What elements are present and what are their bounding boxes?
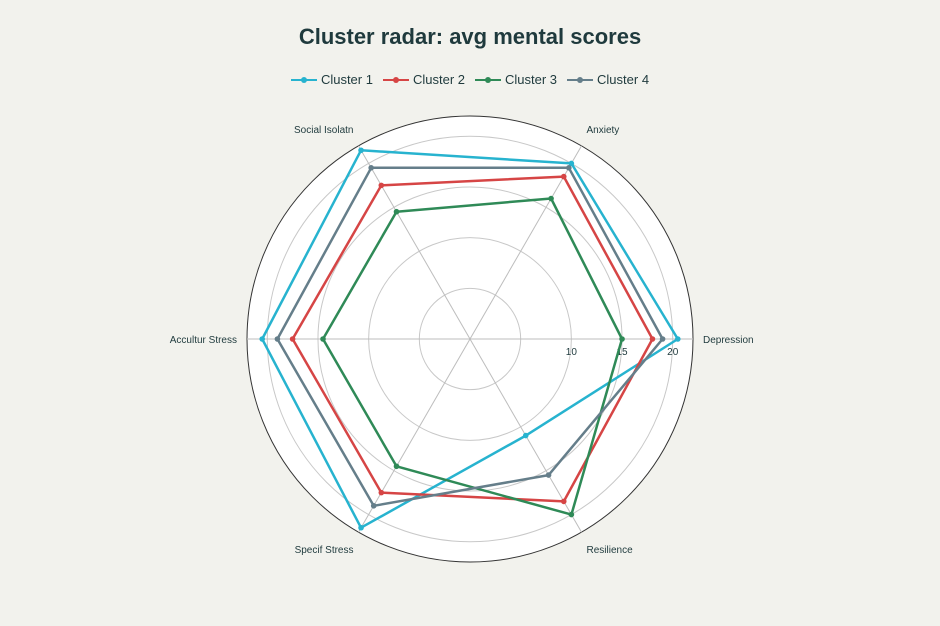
series-point-cluster-2 bbox=[560, 173, 567, 180]
series-point-cluster-1 bbox=[522, 432, 529, 439]
series-point-cluster-2 bbox=[289, 336, 296, 342]
series-point-cluster-1 bbox=[358, 147, 364, 154]
axis-label-accultur-stress: Accultur Stress bbox=[170, 335, 237, 346]
series-point-cluster-4 bbox=[368, 165, 374, 171]
legend-swatch-cluster-4 bbox=[567, 74, 594, 86]
axis-label-depression: Depression bbox=[703, 335, 754, 346]
legend-swatch-cluster-1 bbox=[290, 74, 317, 86]
legend-swatch-cluster-2 bbox=[382, 74, 409, 86]
axis-label-social-isolatn: Social Isolatn bbox=[294, 125, 353, 136]
radial-tick-label: 10 bbox=[566, 347, 578, 358]
series-point-cluster-4 bbox=[370, 502, 377, 509]
series-point-cluster-1 bbox=[358, 524, 364, 531]
legend-item-cluster-2[interactable]: Cluster 2 bbox=[382, 72, 465, 87]
radar-spoke bbox=[358, 145, 471, 340]
axis-label-anxiety: Anxiety bbox=[587, 125, 620, 136]
radar-spoke bbox=[358, 338, 471, 533]
series-point-cluster-2 bbox=[649, 336, 656, 342]
radial-tick-label: 15 bbox=[616, 347, 628, 358]
series-point-cluster-3 bbox=[619, 336, 625, 342]
legend-swatch-cluster-3 bbox=[475, 74, 501, 86]
series-point-cluster-1 bbox=[674, 336, 681, 342]
series-point-cluster-1 bbox=[259, 336, 266, 342]
legend-label-cluster-1: Cluster 1 bbox=[320, 72, 373, 87]
series-point-cluster-3 bbox=[393, 463, 400, 470]
series-point-cluster-3 bbox=[393, 208, 400, 215]
series-point-cluster-3 bbox=[320, 336, 326, 342]
chart-title: Cluster radar: avg mental scores bbox=[298, 24, 642, 49]
series-point-cluster-3 bbox=[548, 195, 554, 202]
series-point-cluster-1 bbox=[568, 160, 575, 167]
series-point-cluster-2 bbox=[378, 489, 385, 496]
series-point-cluster-4 bbox=[566, 165, 572, 171]
radial-tick-label: 20 bbox=[667, 347, 679, 358]
legend: Cluster 1 Cluster 2 Cluster 3 Cluster 4 bbox=[0, 72, 940, 87]
legend-label-cluster-2: Cluster 2 bbox=[412, 72, 465, 87]
series-point-cluster-2 bbox=[560, 498, 567, 505]
series-point-cluster-4 bbox=[545, 472, 552, 478]
axis-label-specif-stress: Specif Stress bbox=[295, 545, 354, 556]
legend-item-cluster-1[interactable]: Cluster 1 bbox=[290, 72, 373, 87]
series-point-cluster-2 bbox=[378, 182, 385, 189]
axis-label-resilience: Resilience bbox=[587, 545, 634, 556]
series-point-cluster-4 bbox=[274, 336, 281, 342]
legend-label-cluster-4: Cluster 4 bbox=[597, 72, 650, 87]
legend-item-cluster-4[interactable]: Cluster 4 bbox=[567, 72, 649, 87]
series-point-cluster-3 bbox=[568, 511, 575, 518]
legend-label-cluster-3: Cluster 3 bbox=[505, 72, 558, 87]
series-point-cluster-4 bbox=[659, 336, 666, 342]
legend-item-cluster-3[interactable]: Cluster 3 bbox=[475, 72, 557, 87]
